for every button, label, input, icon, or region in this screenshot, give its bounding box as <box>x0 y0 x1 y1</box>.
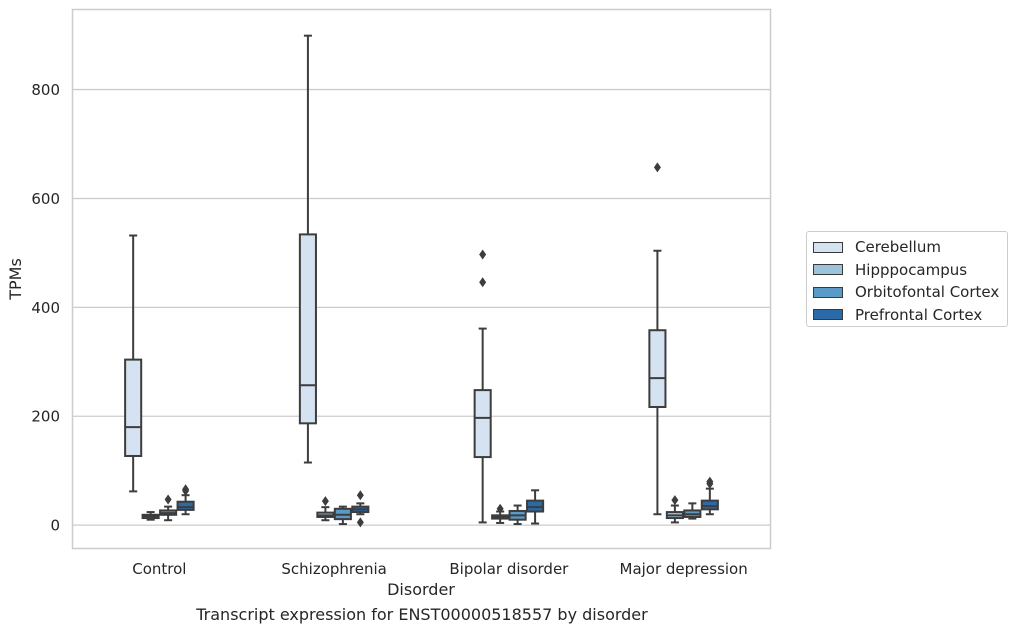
outlier-point <box>479 249 487 260</box>
outlier-point <box>356 517 364 528</box>
legend: Cerebellum Hipppocampus Orbitofontal Cor… <box>806 231 1008 327</box>
legend-label: Cerebellum <box>855 238 941 257</box>
outlier-point <box>164 494 172 505</box>
x-tick-label: Control <box>132 560 186 578</box>
box-0-0 <box>124 234 143 493</box>
y-tick-label: 200 <box>31 408 60 426</box>
box-1-3 <box>351 490 370 528</box>
legend-label: Orbitofontal Cortex <box>855 283 1000 302</box>
y-axis-ticks: 0 200 400 600 800 <box>31 81 60 535</box>
outlier-point <box>706 476 714 487</box>
outlier-point <box>182 484 190 495</box>
box-iqr <box>648 329 667 408</box>
box-3-3 <box>700 476 719 516</box>
box-series <box>124 34 719 528</box>
legend-label: Prefrontal Cortex <box>855 305 983 324</box>
y-tick-label: 400 <box>31 299 60 317</box>
box-1-1 <box>316 496 335 522</box>
box-iqr <box>176 500 195 511</box>
x-axis-label: Disorder <box>387 580 455 599</box>
y-axis-label: TPMs <box>6 258 25 301</box>
box-1-0 <box>298 34 317 464</box>
chart-caption: Transcript expression for ENST0000051855… <box>196 605 648 624</box>
box-0-2 <box>159 494 178 522</box>
box-0-1 <box>141 511 160 521</box>
outlier-point <box>321 496 329 507</box>
legend-swatch <box>813 286 843 298</box>
y-tick-label: 600 <box>31 190 60 208</box>
box-2-2 <box>508 504 527 526</box>
box-2-3 <box>526 489 545 525</box>
box-1-2 <box>333 505 352 526</box>
box-2-0 <box>473 249 492 524</box>
outlier-point <box>356 490 364 501</box>
legend-item: Orbitofontal Cortex <box>807 281 1007 304</box>
box-iqr <box>526 499 545 513</box>
box-3-0 <box>648 162 667 516</box>
box-iqr <box>473 389 492 459</box>
box-0-3 <box>176 484 195 516</box>
legend-label: Hipppocampus <box>855 260 968 279</box>
x-tick-label: Major depression <box>620 560 748 578</box>
box-iqr <box>124 358 143 457</box>
y-tick-label: 0 <box>50 517 60 535</box>
legend-item: Hipppocampus <box>807 259 1007 282</box>
box-3-1 <box>665 495 684 524</box>
outlier-point <box>653 162 661 173</box>
legend-item: Prefrontal Cortex <box>807 304 1007 327</box>
legend-item: Cerebellum <box>807 236 1007 259</box>
outlier-point <box>496 503 504 514</box>
legend-swatch <box>813 309 843 321</box>
outlier-point <box>671 495 679 506</box>
y-tick-label: 800 <box>31 81 60 99</box>
box-2-1 <box>491 503 510 524</box>
legend-swatch <box>813 241 843 253</box>
box-iqr <box>700 499 719 511</box>
plot-frame <box>71 8 772 550</box>
box-iqr <box>298 233 317 425</box>
x-tick-label: Bipolar disorder <box>449 560 569 578</box>
legend-swatch <box>813 264 843 276</box>
grid-lines <box>72 88 771 526</box>
outlier-point <box>479 277 487 288</box>
x-axis-ticks: Control Schizophrenia Bipolar disorder Majo… <box>132 560 747 578</box>
x-tick-label: Schizophrenia <box>281 560 386 578</box>
box-3-2 <box>683 502 702 520</box>
